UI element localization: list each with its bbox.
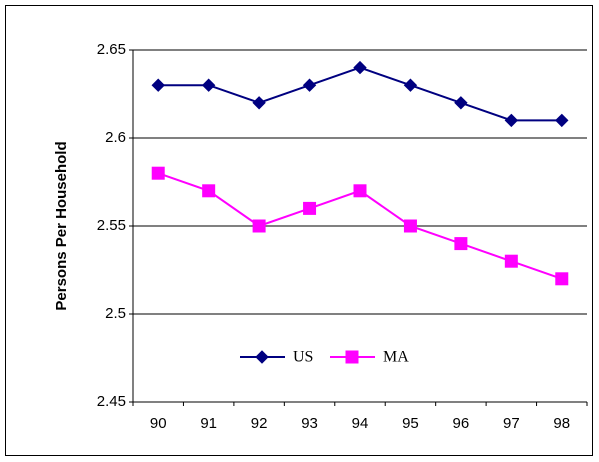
legend-marker (255, 350, 269, 364)
x-tick-label: 90 (150, 415, 167, 432)
marker (504, 254, 518, 268)
x-tick-label: 96 (453, 415, 470, 432)
marker (151, 166, 165, 180)
marker (454, 96, 468, 110)
marker (454, 237, 468, 251)
legend-label: MA (383, 349, 409, 366)
y-tick-label: 2.6 (105, 129, 126, 146)
y-tick-label: 2.55 (97, 217, 126, 234)
marker (353, 60, 367, 75)
x-tick-label: 98 (553, 415, 570, 432)
marker (504, 113, 519, 128)
marker (403, 219, 417, 233)
x-tick-label: 93 (301, 415, 318, 432)
x-tick-label: 91 (200, 415, 217, 432)
y-tick-label: 2.5 (105, 305, 126, 322)
x-tick-label: 95 (402, 415, 419, 432)
marker (403, 78, 418, 92)
chart-border (5, 5, 593, 456)
legend-label: US (293, 349, 313, 366)
marker (202, 184, 216, 198)
x-tick-label: 94 (352, 415, 369, 432)
x-tick-label: 92 (251, 415, 268, 432)
x-tick-label: 97 (503, 415, 520, 432)
marker (252, 219, 266, 233)
marker (555, 272, 569, 286)
marker (151, 78, 165, 92)
y-tick-label: 2.65 (97, 41, 126, 58)
marker (252, 96, 266, 110)
marker (303, 201, 317, 215)
marker (201, 78, 216, 92)
y-axis-label: Persons Per Household (53, 141, 70, 310)
legend-marker (345, 350, 359, 364)
marker (353, 184, 367, 198)
marker (555, 113, 569, 128)
marker (302, 78, 317, 92)
y-tick-label: 2.45 (97, 393, 126, 410)
